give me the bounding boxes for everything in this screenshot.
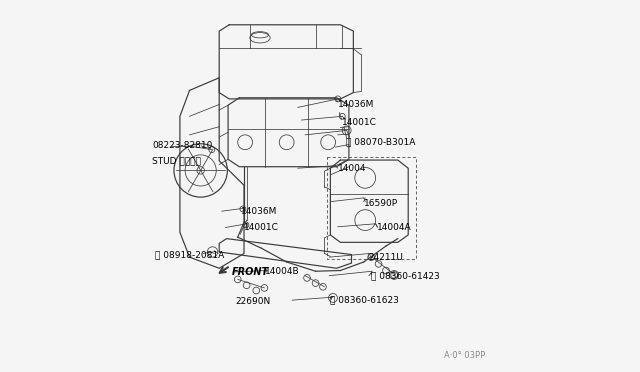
Text: STUD スタッド: STUD スタッド [152,156,202,165]
Text: ⓝ 08918-2081A: ⓝ 08918-2081A [155,250,225,259]
Text: Ⓢ 08360-61623: Ⓢ 08360-61623 [330,296,399,305]
Text: FRONT: FRONT [232,267,269,277]
Text: Ⓢ 08360-61423: Ⓢ 08360-61423 [371,271,440,280]
Text: 14001C: 14001C [342,118,377,127]
Text: 14036M: 14036M [338,100,374,109]
Text: 14004: 14004 [338,164,366,173]
Text: 14001C: 14001C [244,223,279,232]
Text: 14004A: 14004A [378,223,412,232]
Text: 22690N: 22690N [235,297,270,306]
Text: 16590P: 16590P [364,199,398,208]
Text: 14004B: 14004B [265,267,300,276]
Text: 08223-82810: 08223-82810 [152,141,213,151]
Text: A·0° 03PP: A·0° 03PP [444,351,485,360]
Text: 24211U: 24211U [368,253,403,262]
Text: 14036M: 14036M [241,207,278,216]
Text: Ⓑ 08070-B301A: Ⓑ 08070-B301A [346,138,415,147]
